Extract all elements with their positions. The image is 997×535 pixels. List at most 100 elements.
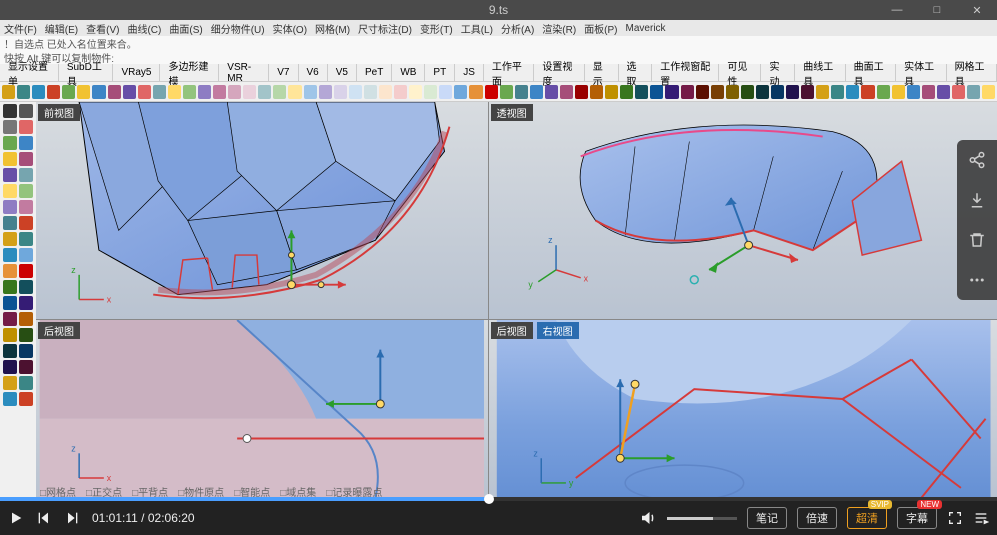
tool-icon[interactable] bbox=[19, 200, 33, 214]
menu-item[interactable]: 文件(F) bbox=[4, 21, 37, 36]
viewport-top-right[interactable]: 透视图 x z y bbox=[489, 102, 997, 319]
ribbon-tab[interactable]: VSR-MR bbox=[219, 64, 269, 81]
fullscreen-button[interactable] bbox=[947, 510, 963, 526]
viewport-bottom-left[interactable]: 后视图 x z bbox=[36, 320, 488, 498]
toolbar-icon[interactable] bbox=[726, 85, 739, 99]
tool-icon[interactable] bbox=[3, 168, 17, 182]
toolbar-icon[interactable] bbox=[62, 85, 75, 99]
toolbar-icon[interactable] bbox=[952, 85, 965, 99]
toolbar-icon[interactable] bbox=[153, 85, 166, 99]
toolbar-icon[interactable] bbox=[273, 85, 286, 99]
maximize-button[interactable]: □ bbox=[917, 0, 957, 20]
toolbar-icon[interactable] bbox=[168, 85, 181, 99]
toolbar-icon[interactable] bbox=[123, 85, 136, 99]
tool-icon[interactable] bbox=[3, 232, 17, 246]
viewport-label-tr[interactable]: 透视图 bbox=[491, 104, 533, 121]
toolbar-icon[interactable] bbox=[907, 85, 920, 99]
minimize-button[interactable]: — bbox=[877, 0, 917, 20]
toolbar-icon[interactable] bbox=[756, 85, 769, 99]
tool-icon[interactable] bbox=[3, 184, 17, 198]
tool-icon[interactable] bbox=[3, 360, 17, 374]
toolbar-icon[interactable] bbox=[560, 85, 573, 99]
ribbon-tab[interactable]: 显示设置单 bbox=[0, 64, 59, 81]
tool-icon[interactable] bbox=[3, 264, 17, 278]
toolbar-icon[interactable] bbox=[183, 85, 196, 99]
menu-item[interactable]: 细分物件(U) bbox=[211, 21, 265, 36]
tool-icon[interactable] bbox=[19, 280, 33, 294]
toolbar-icon[interactable] bbox=[198, 85, 211, 99]
toolbar-icon[interactable] bbox=[831, 85, 844, 99]
toolbar-icon[interactable] bbox=[575, 85, 588, 99]
volume-slider[interactable] bbox=[667, 517, 737, 520]
toolbar-icon[interactable] bbox=[861, 85, 874, 99]
toolbar-icon[interactable] bbox=[696, 85, 709, 99]
toolbar-icon[interactable] bbox=[47, 85, 60, 99]
toolbar-icon[interactable] bbox=[937, 85, 950, 99]
ribbon-tab[interactable]: 多边形建模 bbox=[160, 64, 219, 81]
toolbar-icon[interactable] bbox=[892, 85, 905, 99]
toolbar-icon[interactable] bbox=[334, 85, 347, 99]
toolbar-icon[interactable] bbox=[967, 85, 980, 99]
prev-button[interactable] bbox=[36, 510, 52, 526]
menu-item[interactable]: 变形(T) bbox=[420, 21, 453, 36]
toolbar-icon[interactable] bbox=[364, 85, 377, 99]
toolbar-icon[interactable] bbox=[409, 85, 422, 99]
tool-icon[interactable] bbox=[19, 376, 33, 390]
tool-icon[interactable] bbox=[3, 104, 17, 118]
playlist-button[interactable] bbox=[973, 510, 989, 526]
menu-item[interactable]: 分析(A) bbox=[501, 21, 534, 36]
toolbar-icon[interactable] bbox=[349, 85, 362, 99]
tool-icon[interactable] bbox=[19, 296, 33, 310]
status-item[interactable]: □平背点 bbox=[132, 484, 168, 499]
viewport-label-tl[interactable]: 前视图 bbox=[38, 104, 80, 121]
toolbar-icon[interactable] bbox=[379, 85, 392, 99]
toolbar-icon[interactable] bbox=[138, 85, 151, 99]
tool-icon[interactable] bbox=[3, 312, 17, 326]
toolbar-icon[interactable] bbox=[982, 85, 995, 99]
ribbon-tab[interactable]: 网格工具 bbox=[947, 64, 997, 81]
toolbar-icon[interactable] bbox=[439, 85, 452, 99]
tool-icon[interactable] bbox=[19, 184, 33, 198]
tool-icon[interactable] bbox=[19, 216, 33, 230]
toolbar-icon[interactable] bbox=[108, 85, 121, 99]
toolbar-icon[interactable] bbox=[77, 85, 90, 99]
tool-icon[interactable] bbox=[19, 248, 33, 262]
menu-item[interactable]: 渲染(R) bbox=[542, 21, 576, 36]
toolbar-icon[interactable] bbox=[500, 85, 513, 99]
tool-icon[interactable] bbox=[3, 344, 17, 358]
toolbar-icon[interactable] bbox=[304, 85, 317, 99]
toolbar-icon[interactable] bbox=[394, 85, 407, 99]
ribbon-tab[interactable]: WB bbox=[392, 64, 425, 81]
tool-icon[interactable] bbox=[19, 168, 33, 182]
tool-icon[interactable] bbox=[3, 280, 17, 294]
ribbon-tab[interactable]: PT bbox=[425, 64, 455, 81]
toolbar-icon[interactable] bbox=[485, 85, 498, 99]
toolbar-icon[interactable] bbox=[635, 85, 648, 99]
toolbar-icon[interactable] bbox=[620, 85, 633, 99]
menu-item[interactable]: 面板(P) bbox=[584, 21, 617, 36]
download-icon[interactable] bbox=[967, 190, 987, 210]
progress-handle[interactable] bbox=[484, 494, 494, 504]
ribbon-tab[interactable]: 曲线工具 bbox=[795, 64, 845, 81]
status-item[interactable]: □网格点 bbox=[40, 484, 76, 499]
tool-icon[interactable] bbox=[19, 344, 33, 358]
toolbar-icon[interactable] bbox=[17, 85, 30, 99]
ribbon-tab[interactable]: 曲面工具 bbox=[846, 64, 896, 81]
viewport-label-bl[interactable]: 后视图 bbox=[38, 322, 80, 339]
tool-icon[interactable] bbox=[3, 200, 17, 214]
ribbon-tab[interactable]: V7 bbox=[269, 64, 298, 81]
toolbar-icon[interactable] bbox=[711, 85, 724, 99]
toolbar-icon[interactable] bbox=[801, 85, 814, 99]
ribbon-tab[interactable]: VRay5 bbox=[113, 64, 160, 81]
tool-icon[interactable] bbox=[19, 136, 33, 150]
viewport-bottom-right[interactable]: 后视图 右视图 y z bbox=[489, 320, 997, 498]
toolbar-icon[interactable] bbox=[922, 85, 935, 99]
toolbar-icon[interactable] bbox=[515, 85, 528, 99]
menu-item[interactable]: 实体(O) bbox=[273, 21, 307, 36]
ribbon-tab[interactable]: PeT bbox=[357, 64, 392, 81]
ribbon-tab[interactable]: 选取 bbox=[619, 64, 653, 81]
close-button[interactable]: ✕ bbox=[957, 0, 997, 20]
toolbar-icon[interactable] bbox=[786, 85, 799, 99]
tool-icon[interactable] bbox=[3, 136, 17, 150]
toolbar-icon[interactable] bbox=[319, 85, 332, 99]
